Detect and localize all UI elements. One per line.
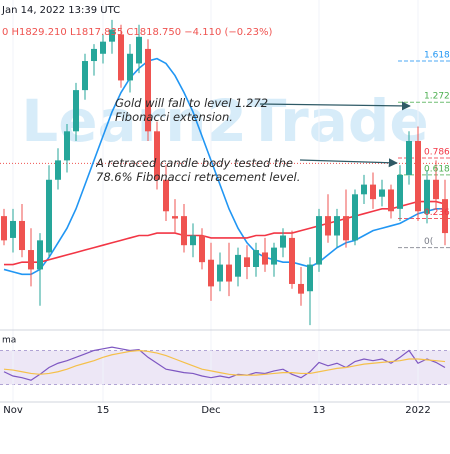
candle-body [307,264,313,292]
rsi-line [3,346,446,381]
candle-body [109,29,115,42]
candle-body [235,254,241,277]
candle-body [316,216,322,265]
annotation-box: Gold will fall to level 1.272 Fibonacci … [115,96,269,124]
fib-label: 0.618 [424,164,450,174]
rsi-label: ma [2,336,16,346]
candle-body [253,250,259,267]
candle-body [1,216,7,241]
ohlc: 0 H1829.210 L1817.835 C1818.750 −4.110 (… [2,27,273,38]
annotation: Gold will fall to level 1.272 Fibonacci … [115,96,269,124]
plot [0,0,450,402]
candle-body [361,184,367,195]
arrow [259,101,411,111]
candle-body [136,36,142,64]
fib-label: 0( [424,237,433,247]
candle-body [244,257,250,267]
candle-body [19,220,25,251]
candle-body [298,283,304,294]
candle-body [190,235,196,246]
annotation-box: A retraced candle body tested the 78.6% … [96,156,301,184]
candle-body [424,179,430,214]
candle-body [91,48,97,62]
rsi-line [3,349,446,376]
candle-body [370,184,376,200]
annotation: A retraced candle body tested the 78.6% … [96,156,301,184]
watermark: Learn2Trade [21,87,428,155]
rsi-panel [0,350,450,385]
fib-label: 0.786( [424,147,450,157]
candle-body [163,179,169,212]
candle-body [334,216,340,236]
candle-body [217,264,223,282]
candle-body [343,216,349,241]
candle-body [37,240,43,270]
header: Jan 14, 2022 13:39 UTC [1,5,120,16]
candle-body [406,141,412,175]
candle-body [262,252,268,265]
fib-label: 0.236 [424,208,450,218]
x-tick-label: 13 [313,405,326,416]
candle-body [127,53,133,81]
candle-body [397,174,403,209]
candle-body [64,131,70,161]
candle-body [388,189,394,212]
candle-body [280,235,286,248]
x-tick-label: Dec [201,405,220,416]
candle-body [325,216,331,236]
candle-body [433,179,439,200]
candle-body [46,179,52,253]
candle-body [28,250,34,270]
candle-body [208,259,214,287]
moving-average [4,200,446,266]
candle-body [145,48,151,132]
candle-body [442,199,448,234]
fib-label: 1.618( [424,51,450,61]
candle-body [154,131,160,180]
x-tick-label: 2022 [405,405,430,416]
candle-body [10,220,16,238]
candle-body [55,160,61,180]
candle-body [181,216,187,246]
candle-body [73,90,79,132]
x-tick-label: Nov [3,405,23,416]
fib-label: 1.272( [424,92,450,102]
candle-body [379,189,385,197]
moving-average [3,57,445,276]
candle-body [352,194,358,241]
candle-body [82,61,88,91]
candle-body [415,141,421,212]
x-tick-label: 15 [97,405,110,416]
candle-body [118,34,124,81]
candle-body [199,235,205,263]
candle-body [271,247,277,265]
candle-body [226,264,232,282]
candle-body [172,216,178,219]
arrow [299,158,398,168]
candle-body [289,237,295,284]
rsi-band [0,350,450,385]
candle-body [100,41,106,54]
